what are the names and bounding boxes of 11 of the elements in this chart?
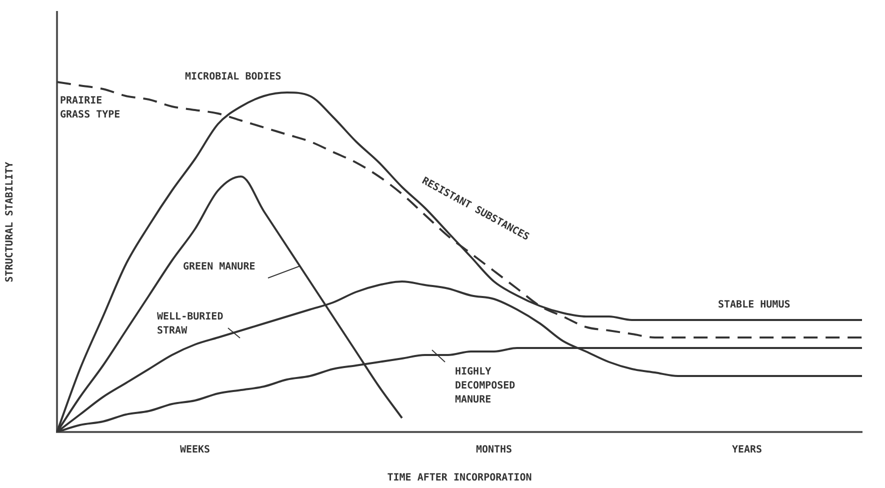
legend-label: GREEN MANURE bbox=[183, 262, 256, 273]
x-tick-label: YEARS bbox=[732, 444, 762, 456]
series-label: HIGHLY DECOMPOSED MANURE bbox=[455, 366, 516, 406]
x-tick-label: MONTHS bbox=[476, 444, 512, 456]
annotation: STABLE HUMUS bbox=[718, 300, 790, 311]
y-axis-title: STRUCTURAL STABILITY bbox=[4, 162, 16, 282]
x-axis-title: TIME AFTER INCORPORATION bbox=[387, 472, 532, 484]
series-label: PRAIRIE GRASS TYPE bbox=[60, 96, 120, 121]
series-label: WELL-BURIED STRAW bbox=[157, 312, 224, 337]
x-tick-label: WEEKS bbox=[180, 444, 210, 456]
series-label: MICROBIAL BODIES bbox=[185, 72, 282, 83]
